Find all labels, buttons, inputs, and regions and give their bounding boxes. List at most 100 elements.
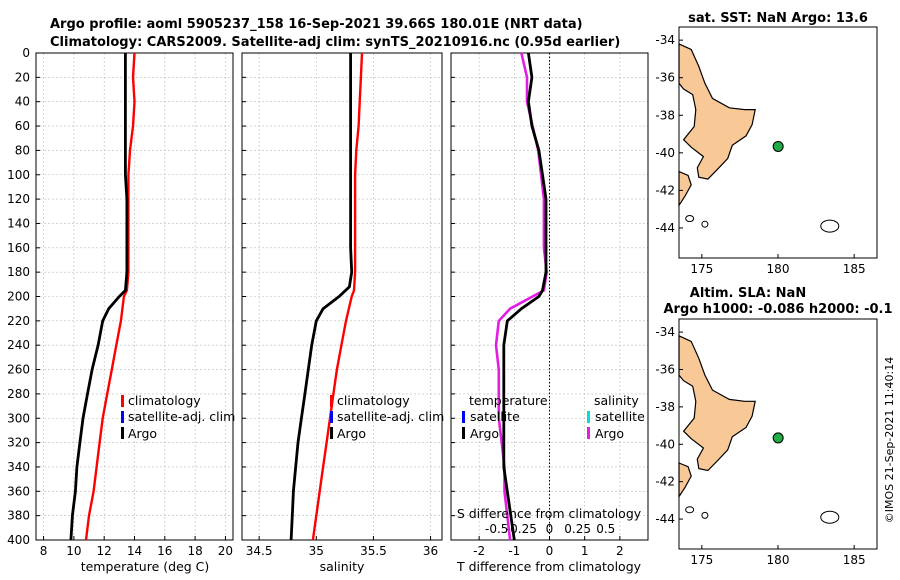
x-tick-label: 20 [218, 544, 233, 558]
map-top: 175 180 185 -34 -36 -38 -40 -42 -44 [655, 26, 878, 276]
legend-swatch-s-argo [587, 427, 590, 439]
legend-swatch-t-argo [462, 427, 465, 439]
legend-swatch-argo [121, 427, 124, 439]
imos-timestamp: ©IMOS 21-Sep-2021 11:40:14 [883, 357, 896, 523]
y-tick-label: 240 [7, 338, 30, 352]
x-tick-label: 18 [187, 544, 202, 558]
legend-s-argo: Argo [595, 426, 624, 441]
map-x-tick-label: 180 [767, 553, 790, 567]
y-tick-label: 140 [7, 216, 30, 230]
map-y-tick-label: -42 [655, 475, 675, 489]
legend-argo: Argo [337, 426, 366, 441]
legend-t-satellite: satellite [470, 409, 520, 424]
chatham-island [820, 510, 840, 524]
map-x-tick-label: 175 [690, 553, 713, 567]
difference-panel: -2 -1 0 1 2-0.5-0.25 0 0.25 0.5 [450, 52, 649, 558]
map-y-tick-label: -36 [655, 71, 675, 85]
small-island [701, 220, 709, 228]
x-tick-label: -1 [508, 544, 520, 558]
chatham-island [820, 219, 840, 233]
series-argo-line [289, 53, 354, 541]
legend-swatch-climatology [330, 395, 333, 407]
legend-swatch-satellite [121, 411, 124, 423]
series-argo-line [69, 53, 129, 541]
map-x-tick-label: 185 [843, 262, 866, 276]
map-y-tick-label: -34 [655, 325, 675, 339]
legend-swatch-t-satellite [462, 411, 465, 423]
small-island [685, 215, 695, 223]
legend-swatch-argo [330, 427, 333, 439]
x-tick-label: 12 [97, 544, 112, 558]
map-y-tick-label: -38 [655, 108, 675, 122]
map-y-tick-label: -42 [655, 183, 675, 197]
s-tick-label: 0 [546, 522, 554, 536]
map-bottom: 175 180 185 -34 -36 -38 -40 -42 -44 [655, 318, 878, 567]
x-tick-label: 14 [127, 544, 142, 558]
x-tick-label: 8 [40, 544, 48, 558]
header-line-1: Argo profile: aoml 5905237_158 16-Sep-20… [50, 17, 583, 32]
series-climatology-line [311, 52, 364, 541]
x-tick-label: 34.5 [246, 544, 273, 558]
difference-legend: temperature satellite Argo salinity sate… [462, 393, 645, 441]
x-tick-label: 35 [309, 544, 324, 558]
x-tick-label: 2 [616, 544, 624, 558]
legend-climatology: climatology [337, 393, 410, 408]
map-y-tick-label: -38 [655, 400, 675, 414]
temperature-panel: 8 10 12 14 16 18 20020406080100120140160180200… [7, 46, 234, 558]
map-y-tick-label: -44 [655, 512, 675, 526]
map-top-title: sat. SST: NaN Argo: 13.6 [688, 11, 868, 26]
legend-swatch-s-satellite [587, 411, 590, 423]
y-tick-label: 300 [7, 411, 30, 425]
float-marker [772, 140, 784, 152]
y-tick-label: 260 [7, 363, 30, 377]
x-tick-label: 0 [546, 544, 554, 558]
map-y-tick-label: -34 [655, 33, 675, 47]
small-island [701, 511, 709, 519]
y-tick-label: 200 [7, 290, 30, 304]
temperature-xlabel: temperature (deg C) [81, 559, 210, 574]
x-tick-label: 16 [157, 544, 172, 558]
map-y-tick-label: -40 [655, 437, 675, 451]
y-tick-label: 380 [7, 509, 30, 523]
float-marker [772, 432, 784, 444]
map-x-tick-label: 180 [767, 262, 790, 276]
legend-s-satellite: satellite [595, 409, 645, 424]
south-island [678, 170, 692, 208]
y-tick-label: 280 [7, 387, 30, 401]
legend-climatology: climatology [128, 393, 201, 408]
t-diff-xlabel: T difference from climatology [456, 559, 642, 574]
legend-satellite: satellite-adj. clim [128, 409, 235, 424]
legend-satellite: satellite-adj. clim [337, 409, 444, 424]
s-tick-label: -0.5 [485, 522, 508, 536]
x-tick-label: -2 [473, 544, 485, 558]
y-tick-label: 0 [22, 46, 30, 60]
y-tick-label: 60 [15, 119, 30, 133]
map-x-tick-label: 185 [843, 553, 866, 567]
y-tick-label: 400 [7, 533, 30, 547]
series-t-diff-line [502, 52, 548, 541]
y-tick-label: 80 [15, 143, 30, 157]
header-line-2: Climatology: CARS2009. Satellite-adj cli… [50, 35, 620, 50]
map-bottom-title-1: Altim. SLA: NaN [690, 286, 806, 301]
map-bottom-title-2: Argo h1000: -0.086 h2000: -0.1 [663, 302, 892, 317]
y-tick-label: 320 [7, 436, 30, 450]
y-tick-label: 160 [7, 241, 30, 255]
x-tick-label: 1 [581, 544, 589, 558]
legend-t-argo: Argo [470, 426, 499, 441]
y-tick-label: 360 [7, 484, 30, 498]
legend-salinity-title: salinity [594, 393, 639, 408]
salinity-xlabel: salinity [320, 559, 365, 574]
y-tick-label: 340 [7, 460, 30, 474]
salinity-legend: climatology satellite-adj. clim Argo [330, 393, 444, 441]
x-tick-label: 35.5 [360, 544, 387, 558]
salinity-panel: 34.5 35 35.5 36 [241, 52, 443, 558]
small-island [685, 506, 695, 514]
map-y-tick-label: -44 [655, 221, 675, 235]
map-y-tick-label: -36 [655, 362, 675, 376]
y-tick-label: 120 [7, 192, 30, 206]
map-x-tick-label: 175 [690, 262, 713, 276]
x-tick-label: 36 [423, 544, 438, 558]
y-tick-label: 40 [15, 95, 30, 109]
x-tick-label: 10 [66, 544, 81, 558]
